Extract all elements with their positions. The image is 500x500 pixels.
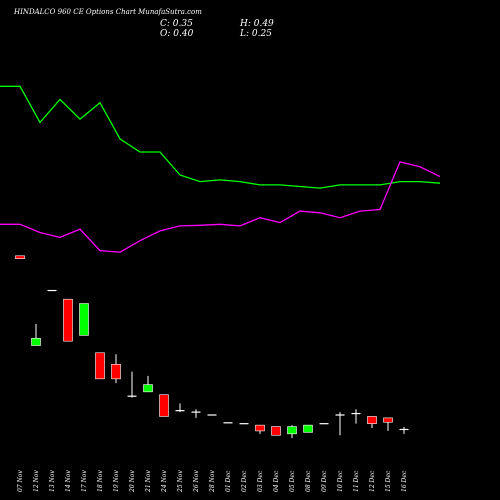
x-tick-label: 14 Nov <box>65 470 72 492</box>
indicator-line-1 <box>0 85 441 189</box>
x-tick-label: 18 Nov <box>97 470 104 492</box>
x-tick-label: 08 Dec <box>305 470 312 492</box>
x-tick-label: 13 Nov <box>49 470 56 492</box>
x-tick-label: 05 Dec <box>289 470 296 492</box>
candle-body <box>159 394 169 417</box>
x-tick-label: 15 Dec <box>385 470 392 492</box>
x-tick-label: 24 Nov <box>161 470 168 493</box>
x-tick-label: 07 Nov <box>17 470 24 492</box>
x-tick-label: 11 Dec <box>353 470 360 492</box>
x-tick-label: 16 Dec <box>401 470 408 492</box>
x-tick-label: 02 Dec <box>241 470 248 492</box>
x-tick-label: 12 Dec <box>369 470 376 492</box>
x-tick-label: 01 Dec <box>225 470 232 492</box>
x-tick-label: 28 Nov <box>209 470 216 493</box>
open-value: O: 0.40 <box>160 29 194 39</box>
candle-body <box>303 424 313 433</box>
low-value: L: 0.25 <box>240 29 272 39</box>
candle-body <box>15 255 25 259</box>
candle-body <box>79 303 89 336</box>
candle-body <box>143 384 153 393</box>
x-tick-label: 10 Dec <box>337 470 344 492</box>
x-tick-label: 04 Dec <box>273 470 280 492</box>
candle-body <box>95 352 105 380</box>
x-tick-label: 19 Nov <box>113 470 120 492</box>
x-tick-label: 20 Nov <box>129 470 136 493</box>
candle-body <box>271 426 281 436</box>
indicator-line-2 <box>0 161 441 253</box>
x-tick-label: 26 Nov <box>193 470 200 493</box>
x-tick-label: 03 Dec <box>257 470 264 492</box>
candle-body <box>63 298 73 342</box>
x-tick-label: 17 Nov <box>81 470 88 492</box>
candle-body <box>31 337 41 346</box>
x-tick-label: 25 Nov <box>177 470 184 493</box>
candle-body <box>111 364 121 380</box>
chart-title: HINDALCO 960 CE Options Chart MunafaSutr… <box>14 8 202 16</box>
candle-body <box>255 424 265 432</box>
candle-body <box>383 417 393 423</box>
x-tick-label: 12 Nov <box>33 470 40 492</box>
candle-body <box>287 426 297 435</box>
high-value: H: 0.49 <box>240 19 274 29</box>
close-value: C: 0.35 <box>160 19 193 29</box>
candle-body <box>367 416 377 424</box>
x-tick-label: 21 Nov <box>145 470 152 493</box>
x-tick-label: 09 Dec <box>321 470 328 492</box>
